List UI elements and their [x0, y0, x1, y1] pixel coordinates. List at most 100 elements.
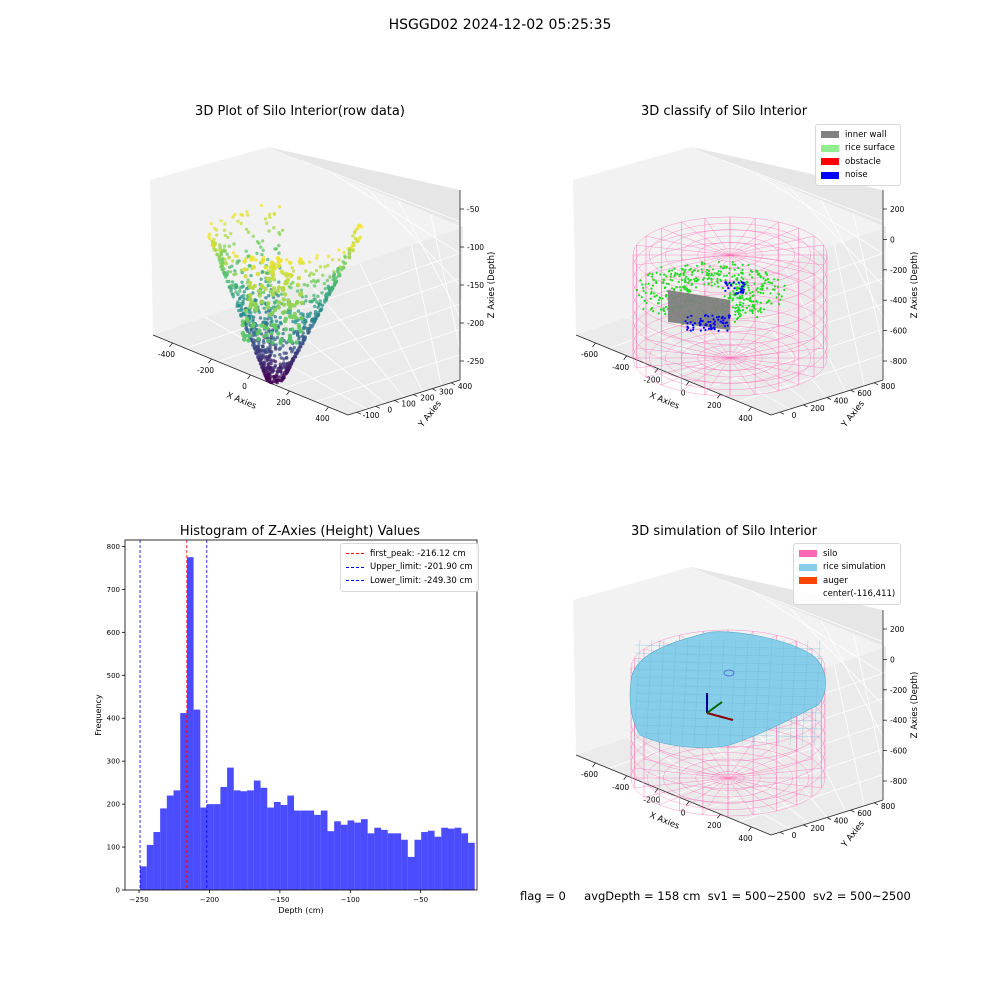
data-point	[323, 287, 327, 291]
mesh-line	[634, 708, 823, 714]
data-point	[310, 318, 314, 322]
z-tick-label: -50	[467, 205, 479, 214]
x-tick-label: −150	[270, 896, 289, 904]
rice-surface-point	[684, 268, 687, 271]
data-point	[230, 280, 235, 284]
data-point	[299, 300, 304, 306]
data-point	[243, 333, 249, 339]
mesh-line	[634, 660, 823, 666]
data-point	[337, 258, 341, 262]
rice-surface-point	[735, 317, 739, 321]
y-tick-label: 100	[401, 399, 416, 408]
noise-point	[742, 291, 745, 294]
data-point	[231, 259, 235, 263]
rice-surface-point	[741, 305, 744, 308]
data-point	[255, 251, 259, 255]
data-point	[323, 300, 327, 304]
data-point	[316, 279, 320, 283]
rice-surface-point	[676, 272, 679, 275]
rice-surface-point	[662, 281, 665, 284]
data-point	[247, 280, 253, 286]
histogram-title: Histogram of Z-Axies (Height) Values	[179, 524, 421, 539]
rice-surface-point	[710, 281, 713, 284]
data-point	[291, 319, 295, 324]
data-point	[242, 267, 248, 272]
data-point	[279, 322, 283, 326]
data-point	[211, 240, 215, 244]
rice-surface-point	[703, 262, 706, 265]
noise-point	[707, 320, 710, 324]
data-point	[283, 316, 288, 322]
data-point	[266, 283, 270, 288]
data-point	[330, 285, 334, 290]
rice-surface-point	[706, 277, 709, 281]
noise-point	[686, 328, 689, 331]
rice-surface-point	[763, 308, 766, 311]
rice-surface-point	[663, 273, 666, 276]
z-tick-label: 200	[890, 205, 905, 214]
rice-surface-point	[723, 274, 726, 277]
grid-line	[755, 593, 884, 674]
legend-line	[346, 553, 364, 555]
data-point	[225, 252, 229, 256]
data-point	[246, 230, 251, 234]
data-point	[282, 351, 286, 355]
rice-surface-point	[687, 281, 690, 285]
rice-surface-point	[723, 265, 726, 268]
data-point	[255, 271, 261, 277]
histogram-bar	[334, 821, 341, 890]
data-point	[326, 263, 330, 268]
data-point	[325, 278, 330, 283]
x-tick-label: -400	[158, 350, 175, 359]
histogram-bar	[220, 786, 228, 890]
rice-surface-point	[705, 271, 709, 274]
rice-surface-point	[744, 311, 747, 314]
status-line: flag = 0 avgDepth = 158 cm sv1 = 500~250…	[520, 889, 911, 903]
data-point	[262, 333, 268, 338]
data-point	[239, 308, 243, 313]
legend-label: inner wall	[845, 129, 887, 140]
legend-swatch	[799, 550, 817, 558]
data-point	[209, 221, 214, 226]
data-point	[235, 254, 239, 259]
noise-point	[712, 326, 716, 329]
rice-surface-point	[749, 292, 752, 295]
data-point	[301, 342, 305, 346]
data-point	[279, 356, 283, 360]
data-point	[242, 337, 247, 342]
noise-point	[723, 317, 727, 320]
histogram-bar	[153, 832, 161, 890]
z-tick-label: 0	[890, 235, 895, 244]
legend-line	[346, 566, 364, 568]
rice-surface-point	[639, 279, 642, 282]
z-tick-label: 200	[890, 625, 905, 634]
data-point	[270, 319, 274, 323]
data-point	[240, 330, 245, 336]
rice-surface-point	[745, 292, 748, 295]
x-tick	[685, 801, 690, 806]
figure-title: HSGGD02 2024-12-02 05:25:35	[388, 17, 612, 33]
silo-ring	[632, 281, 828, 358]
rice-surface-point	[733, 320, 737, 323]
data-point	[278, 353, 282, 357]
data-point	[262, 324, 267, 330]
x-tick	[716, 393, 721, 399]
grid-line	[365, 186, 461, 286]
data-point	[239, 221, 243, 226]
rice-surface-point	[737, 306, 740, 309]
rice-surface-point	[756, 287, 759, 290]
data-point	[226, 235, 230, 239]
data-point	[295, 282, 301, 288]
data-point	[262, 290, 266, 294]
rice-surface-point	[649, 292, 653, 295]
x-axis-label: X Axies	[225, 391, 258, 412]
data-point	[253, 347, 257, 351]
data-point	[240, 319, 245, 324]
data-point	[348, 251, 352, 255]
rice-surface-point	[701, 278, 705, 281]
data-point	[323, 265, 327, 269]
rice-surface-point	[748, 309, 752, 312]
data-point	[263, 366, 267, 370]
data-point	[257, 310, 262, 315]
data-point	[298, 291, 304, 296]
